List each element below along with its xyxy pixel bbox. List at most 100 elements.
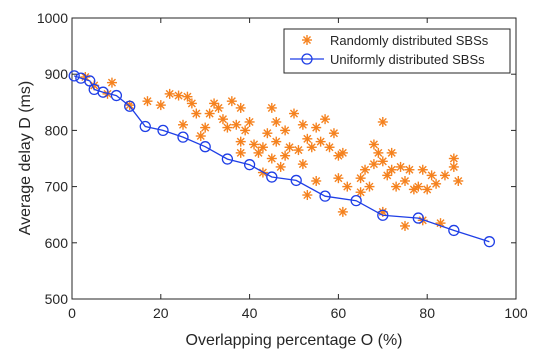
scatter-point <box>377 156 388 167</box>
line-point <box>319 190 331 202</box>
scatter-point <box>271 136 282 147</box>
line-point <box>199 141 211 153</box>
scatter-point <box>426 170 437 181</box>
y-tick-label: 1000 <box>37 10 68 26</box>
y-tick-label: 900 <box>45 66 69 82</box>
scatter-point <box>324 142 335 153</box>
legend-marker-uniform <box>290 53 324 65</box>
x-axis-label: Overlapping percentage O (%) <box>186 332 403 349</box>
scatter-point <box>355 173 366 184</box>
scatter-point <box>155 100 166 111</box>
scatter-point <box>293 145 304 156</box>
y-tick-label: 600 <box>45 235 69 251</box>
scatter-point <box>320 114 331 125</box>
y-axis-ticks: 500 600 700 800 900 1000 <box>37 10 516 307</box>
line-point <box>448 224 460 237</box>
scatter-point <box>391 181 402 192</box>
x-tick-label: 100 <box>504 305 528 321</box>
series-layer <box>68 70 496 248</box>
scatter-point <box>178 119 188 130</box>
line-point <box>97 86 109 98</box>
scatter-point <box>377 116 388 127</box>
scatter-point <box>355 187 366 198</box>
line-point <box>266 171 278 183</box>
scatter-point <box>431 178 442 189</box>
x-tick-label: 0 <box>68 305 76 321</box>
legend-marker-random <box>302 35 312 45</box>
scatter-point <box>280 150 291 161</box>
scatter-point <box>213 102 224 113</box>
x-tick-label: 20 <box>153 305 169 321</box>
scatter-point <box>395 161 406 172</box>
line-point <box>177 131 189 143</box>
scatter-point <box>200 122 211 133</box>
scatter-point <box>284 142 295 153</box>
scatter-point <box>400 220 410 231</box>
scatter-point <box>297 119 308 130</box>
scatter-point <box>422 184 433 195</box>
scatter-point <box>417 164 428 175</box>
scatter-point <box>244 116 255 127</box>
scatter-point <box>302 190 313 201</box>
line-point <box>377 209 389 221</box>
legend-box <box>283 28 511 74</box>
legend-label-uniform: Uniformly distributed SBSs <box>330 52 485 67</box>
scatter-point <box>373 147 384 158</box>
y-tick-label: 700 <box>45 179 69 195</box>
x-axis-ticks: 0 20 40 60 80 100 <box>68 18 528 321</box>
scatter-point <box>382 170 393 181</box>
scatter-point <box>106 77 117 88</box>
scatter-point <box>315 136 326 147</box>
line-point <box>139 120 151 133</box>
scatter-point <box>453 175 464 186</box>
scatter-point <box>266 102 277 113</box>
scatter-point <box>360 164 371 175</box>
y-tick-label: 500 <box>45 291 69 307</box>
x-tick-label: 60 <box>331 305 347 321</box>
scatter-point <box>368 159 379 170</box>
scatter-point <box>235 147 246 158</box>
line-point <box>68 70 80 82</box>
line-point <box>110 89 123 102</box>
scatter-point <box>142 96 153 107</box>
scatter-point <box>280 125 291 136</box>
scatter-point <box>266 153 277 164</box>
scatter-point <box>400 175 410 186</box>
scatter-point <box>302 133 313 144</box>
scatter-point <box>413 181 424 192</box>
line-point <box>157 124 169 137</box>
scatter-point <box>262 128 273 139</box>
scatter-point <box>311 175 322 186</box>
line-point <box>124 100 136 112</box>
legend-label-random: Randomly distributed SBSs <box>330 33 489 48</box>
scatter-point <box>235 102 246 113</box>
scatter-point <box>253 147 264 158</box>
scatter-point <box>235 136 246 147</box>
scatter-point <box>297 159 308 170</box>
scatter-point <box>222 122 233 133</box>
line-point <box>290 174 302 187</box>
scatter-point <box>364 181 375 192</box>
scatter-point <box>337 147 348 158</box>
scatter-point <box>231 119 242 130</box>
scatter-point <box>333 173 344 184</box>
scatter-point <box>249 139 260 150</box>
series-line-uniform <box>73 75 490 243</box>
line-point <box>350 194 362 207</box>
scatter-point <box>337 206 348 217</box>
scatter-point <box>386 147 397 158</box>
scatter-point <box>289 108 299 119</box>
scatter-point <box>271 116 282 127</box>
scatter-point <box>386 164 397 175</box>
scatter-point <box>275 161 286 172</box>
scatter-point <box>240 125 251 136</box>
line-point <box>243 159 256 171</box>
x-tick-label: 80 <box>419 305 435 321</box>
scatter-point <box>186 98 197 109</box>
scatter-point <box>217 114 228 125</box>
scatter-point <box>226 96 237 107</box>
scatter-point <box>448 161 459 172</box>
scatter-point <box>182 91 193 102</box>
scatter-point <box>204 108 215 119</box>
